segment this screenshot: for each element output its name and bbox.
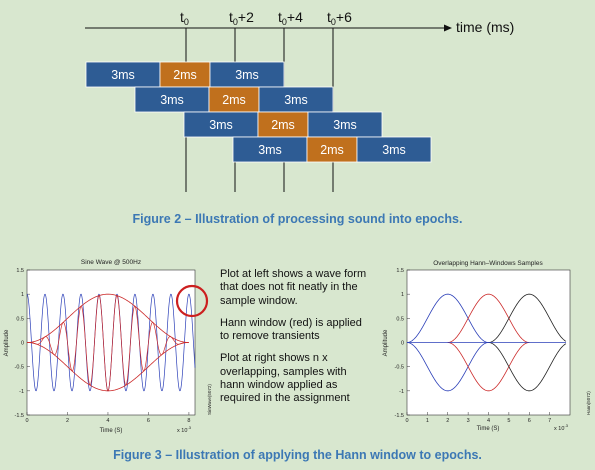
left_plot-xtick-2: 4: [106, 418, 109, 424]
left_plot-ytick-3: 0: [21, 341, 24, 347]
right_plot-xtick-6: 6: [528, 418, 531, 424]
figure-2-caption: Figure 2 – Illustration of processing so…: [132, 212, 463, 226]
right_plot-ytick-0: 1.5: [396, 268, 404, 274]
left_plot-xtick-1: 2: [66, 418, 69, 424]
hann-window-red-upper: [447, 293, 530, 343]
epoch-1-segment-1: [208, 86, 260, 113]
right_plot-xtick-7: 7: [548, 418, 551, 424]
epoch-0-segment-2: [209, 61, 285, 88]
plot-description: Plot at left shows a wave form that does…: [220, 268, 370, 415]
right_plot-ytick-2: 0.5: [396, 316, 404, 322]
epoch-2-segment-1-label: 2ms: [271, 118, 295, 132]
left_plot-xtick-0: 0: [25, 418, 28, 424]
tick-label-0: t0: [180, 9, 189, 27]
hann-window-blue-upper: [406, 293, 489, 343]
hann-plot-side-label: Hann(5072): [586, 391, 591, 415]
time-axis-arrow-icon: [444, 24, 452, 32]
epoch-2-segment-2-label: 3ms: [333, 118, 357, 132]
epoch-3-segment-0-label: 3ms: [258, 143, 282, 157]
epoch-1-segment-0-label: 3ms: [160, 93, 184, 107]
epoch-3-segment-1-label: 2ms: [320, 143, 344, 157]
right_plot-xtick-0: 0: [405, 418, 408, 424]
tick-label-3: t0+6: [327, 9, 352, 27]
epoch-0-segment-1-label: 2ms: [173, 68, 197, 82]
hann-plot-title: Overlapping Hann–Windows Samples: [433, 260, 543, 267]
epoch-1-segment-1-label: 2ms: [222, 93, 246, 107]
hann-plot-curves: [406, 293, 567, 392]
sine-plot-ticks: 1.510.50-0.5-1-1.50 2 4 6 8: [15, 268, 191, 424]
sine-wave-plot: Sine Wave @ 500Hz 1.510.50-0.5-1-1.50 2 4 6…: [4, 259, 212, 434]
time-axis-label: time (ms): [456, 19, 514, 35]
right_plot-ytick-5: -1: [399, 389, 404, 395]
description-paragraph-3: Plot at right shows n x overlapping, sam…: [220, 352, 350, 405]
hann-window-black-lower: [488, 342, 567, 392]
right_plot-xtick-4: 4: [487, 418, 490, 424]
right_plot-ytick-1: 1: [401, 292, 404, 298]
epoch-timeline-diagram: time (ms) t0 t0+2 t0+4 t0+6 3ms 2ms 3ms 3ms 2ms…: [85, 9, 514, 192]
epoch-3-segment-2: [356, 136, 432, 163]
left_plot-ytick-6: -1.5: [15, 413, 24, 419]
epoch-0-segment-2-label: 3ms: [235, 68, 259, 82]
sine-plot-title: Sine Wave @ 500Hz: [81, 259, 141, 266]
hann-plot-ylabel: Amplitude: [383, 329, 389, 356]
epoch-0-segment-0: [85, 61, 161, 88]
right_plot-xtick-3: 3: [467, 418, 470, 424]
epoch-3-segment-1: [306, 136, 358, 163]
tick-label-2: t0+4: [278, 9, 303, 27]
left_plot-xtick-4: 8: [187, 418, 190, 424]
description-paragraph-2: Hann window (red) is applied to remove t…: [220, 316, 362, 343]
hann-windows-plot: Overlapping Hann–Windows Samples 1.5 1 0.5…: [383, 260, 591, 432]
left_plot-ytick-1: 1: [21, 292, 24, 298]
description-paragraph-1: Plot at left shows a wave form that does…: [220, 268, 367, 307]
hann-plot-xlabel: Time (S): [477, 426, 500, 432]
right_plot-ytick-3: 0: [401, 341, 404, 347]
right_plot-ytick-4: -0.5: [395, 365, 404, 371]
figure-3-caption: Figure 3 – Illustration of applying the …: [113, 448, 482, 462]
tick-labels: t0 t0+2 t0+4 t0+6: [180, 9, 352, 27]
hann-window-black-upper: [488, 293, 567, 343]
windowed-sine-curve: [27, 295, 189, 392]
epoch-rows: 3ms 2ms 3ms 3ms 2ms 3ms 3ms 2ms 3ms 3ms 2ms 3ms: [85, 61, 432, 163]
epoch-2-segment-0-label: 3ms: [209, 118, 233, 132]
hann-envelope-upper: [26, 293, 189, 343]
epoch-0-segment-0-label: 3ms: [111, 68, 135, 82]
hann-plot-x-exponent: x 10-3: [554, 423, 569, 432]
left_plot-ytick-4: -0.5: [15, 365, 24, 371]
right_plot-xtick-5: 5: [507, 418, 510, 424]
sine-plot-area: [26, 269, 196, 416]
hann-window-red-lower: [447, 342, 530, 392]
sine-plot-xlabel: Time (S): [100, 428, 123, 434]
sine-plot-curves: [26, 293, 196, 392]
tick-label-1: t0+2: [229, 9, 254, 27]
sine-plot-x-exponent: x 10-3: [177, 425, 192, 434]
sine-plot-side-label: SinWave(5072): [207, 384, 212, 415]
sine-plot-ylabel: Amplitude: [4, 329, 10, 356]
hann-plot-ticks: 1.510.50-0.5-1-1.50 1 2 3 4 5 6 7: [395, 268, 552, 424]
epoch-2-segment-0: [183, 111, 259, 138]
left_plot-xtick-3: 6: [147, 418, 150, 424]
right_plot-ytick-6: -1.5: [395, 413, 404, 419]
highlight-circle: [175, 284, 209, 318]
left_plot-ytick-0: 1.5: [16, 268, 24, 274]
epoch-1-segment-2-label: 3ms: [284, 93, 308, 107]
epoch-3-segment-2-label: 3ms: [382, 143, 406, 157]
left_plot-ytick-5: -1: [19, 389, 24, 395]
hann-window-blue-lower: [406, 342, 489, 392]
epoch-1-segment-2: [258, 86, 334, 113]
left_plot-ytick-2: 0.5: [16, 316, 24, 322]
right_plot-xtick-2: 2: [446, 418, 449, 424]
epoch-2-segment-2: [307, 111, 383, 138]
right_plot-xtick-1: 1: [426, 418, 429, 424]
